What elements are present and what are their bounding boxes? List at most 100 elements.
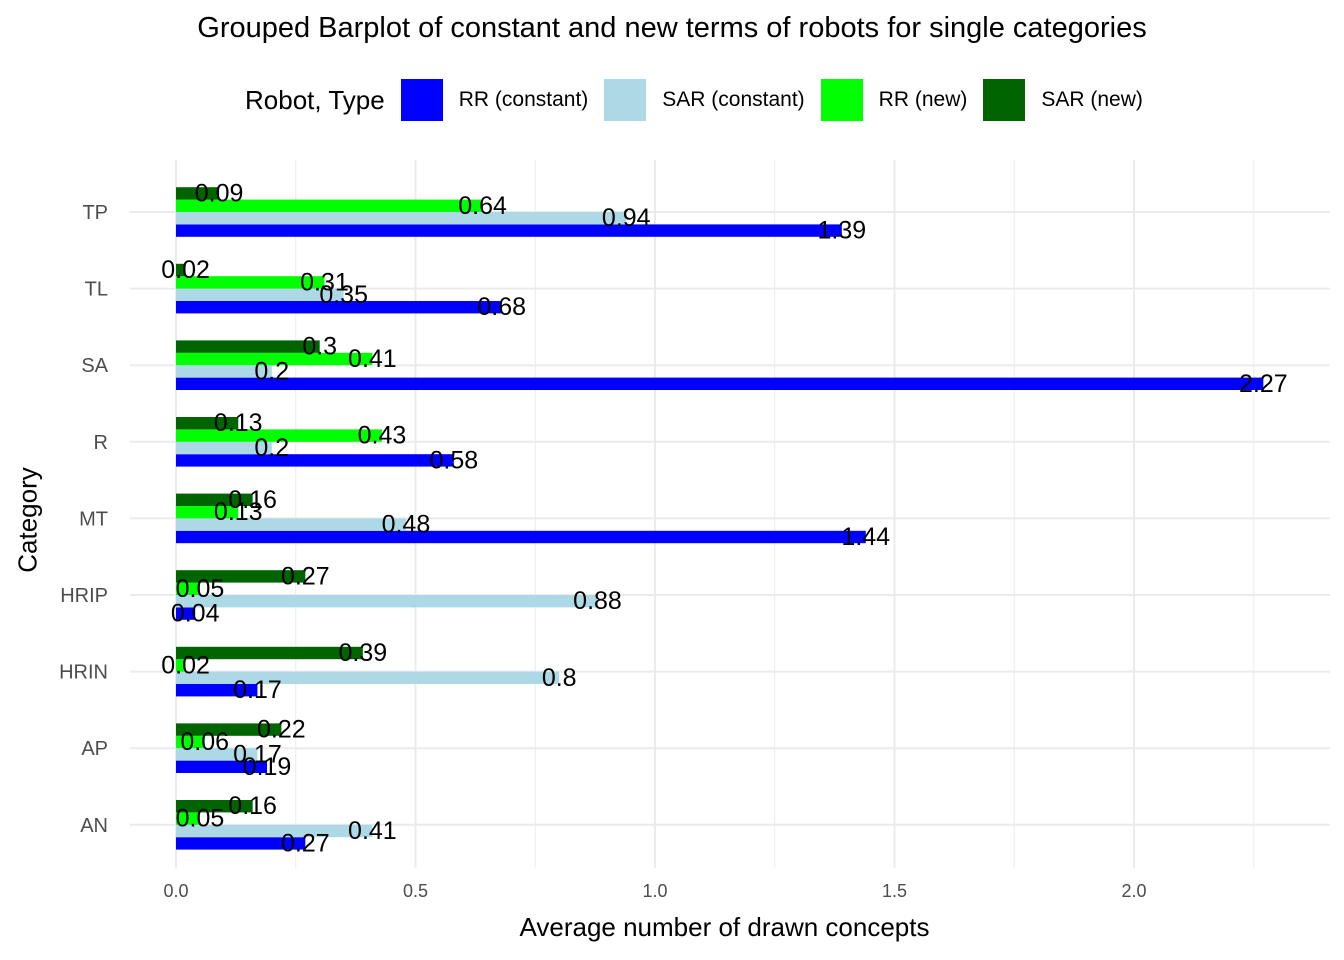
x-axis-label: Average number of drawn concepts: [519, 912, 930, 942]
data-label: 0.41: [348, 345, 397, 373]
bar: [176, 646, 363, 660]
data-label: 1.39: [817, 217, 866, 245]
data-label: 0.31: [300, 268, 349, 296]
bar: [176, 570, 306, 583]
data-label: 0.05: [176, 575, 225, 603]
bar: [176, 659, 186, 672]
data-label: 0.27: [281, 562, 330, 590]
data-label: 0.09: [195, 179, 244, 207]
bar: [176, 812, 200, 825]
y-tick-label: SA: [81, 355, 108, 377]
bar: [176, 824, 373, 838]
bar: [176, 837, 306, 850]
bar: [176, 441, 272, 455]
data-label: 0.2: [254, 357, 289, 385]
data-labels: 1.390.940.640.090.680.350.310.022.270.2 0…: [161, 179, 1287, 857]
data-label: 0.39: [338, 639, 387, 667]
bar: [176, 187, 220, 200]
bar: [176, 377, 1264, 390]
bar: [176, 352, 373, 366]
x-tick-label: 0.0: [163, 881, 188, 901]
bar: [176, 429, 382, 442]
y-tick-label: AN: [80, 815, 108, 837]
legend-key-sar-new: [983, 79, 1026, 121]
data-label: 0.22: [257, 716, 306, 744]
data-label: 0.17: [233, 740, 282, 768]
x-tick-labels: 0.0 0.5 1.0 1.5 2.0: [163, 881, 1146, 901]
data-label: 0.06: [180, 728, 229, 756]
legend-key-rr-new: [820, 79, 863, 121]
bar: [176, 800, 253, 813]
bar: [176, 301, 502, 314]
bar: [176, 582, 200, 595]
y-axis-label: Category: [12, 467, 43, 573]
bars: [176, 187, 1264, 850]
x-tick-label: 1.5: [882, 881, 907, 901]
data-label: 0.58: [429, 446, 478, 474]
bar: [176, 595, 598, 608]
data-label: 0.48: [382, 511, 431, 539]
data-label: 0.94: [602, 204, 651, 232]
data-label: 0.3: [302, 333, 337, 361]
bar: [176, 288, 344, 301]
bar: [176, 760, 268, 773]
bar: [176, 607, 196, 620]
grid-lines: [130, 160, 1330, 868]
y-tick-label: MT: [79, 508, 108, 530]
legend-item-rr-constant: RR (constant): [400, 79, 589, 121]
bar: [176, 276, 325, 289]
data-label: 0.2: [254, 434, 289, 462]
x-tick-label: 0.5: [403, 881, 428, 901]
bar: [176, 454, 454, 467]
y-tick-label: TL: [85, 279, 108, 301]
bar: [176, 518, 406, 531]
data-label: 0.19: [243, 753, 292, 781]
legend-label-sar-constant: SAR (constant): [662, 88, 805, 111]
data-label: 0.17: [233, 676, 282, 704]
legend-key-sar-constant: [604, 79, 647, 121]
data-label: 0.16: [228, 486, 277, 514]
legend-item-sar-new: SAR (new): [983, 79, 1143, 121]
bar: [176, 365, 272, 378]
data-label: 0.88: [573, 587, 622, 615]
y-tick-label: R: [94, 432, 108, 454]
bar: [176, 671, 560, 684]
y-tick-label: TP: [82, 202, 108, 224]
data-label: 0.27: [281, 829, 330, 857]
data-label: 0.8: [542, 664, 577, 692]
data-label: 0.43: [358, 422, 407, 450]
data-label: 0.64: [458, 192, 507, 220]
bar: [176, 493, 253, 506]
bar: [176, 199, 483, 212]
data-label: 0.35: [319, 281, 368, 309]
data-label: 0.05: [176, 805, 225, 833]
bar: [176, 212, 627, 225]
bar: [176, 417, 239, 430]
legend-item-sar-constant: SAR (constant): [604, 79, 805, 121]
data-label: 0.16: [228, 792, 277, 820]
bar: [176, 748, 258, 761]
y-tick-label: HRIP: [60, 585, 108, 607]
bar: [176, 506, 239, 519]
chart-title: Grouped Barplot of constant and new term…: [197, 12, 1147, 44]
bar: [176, 224, 842, 237]
bar: [176, 684, 258, 697]
legend-item-rr-new: RR (new): [820, 79, 968, 121]
data-label: 0.68: [477, 293, 526, 321]
data-label: 0.13: [214, 498, 263, 526]
bar: [176, 530, 866, 544]
legend-label-rr-constant: RR (constant): [458, 88, 589, 111]
data-label: 0.41: [348, 817, 397, 845]
data-label: 1.44: [841, 523, 890, 551]
bar: [176, 723, 282, 736]
y-tick-label: AP: [81, 738, 108, 760]
data-label: 0.04: [171, 600, 220, 628]
bar: [176, 340, 320, 353]
data-label: 0.02: [161, 256, 210, 284]
data-label: 0.02: [161, 651, 210, 679]
legend-label-sar-new: SAR (new): [1041, 88, 1143, 111]
bar: [176, 735, 205, 749]
legend-label-rr-new: RR (new): [878, 88, 968, 111]
data-label: 0.13: [214, 409, 263, 437]
